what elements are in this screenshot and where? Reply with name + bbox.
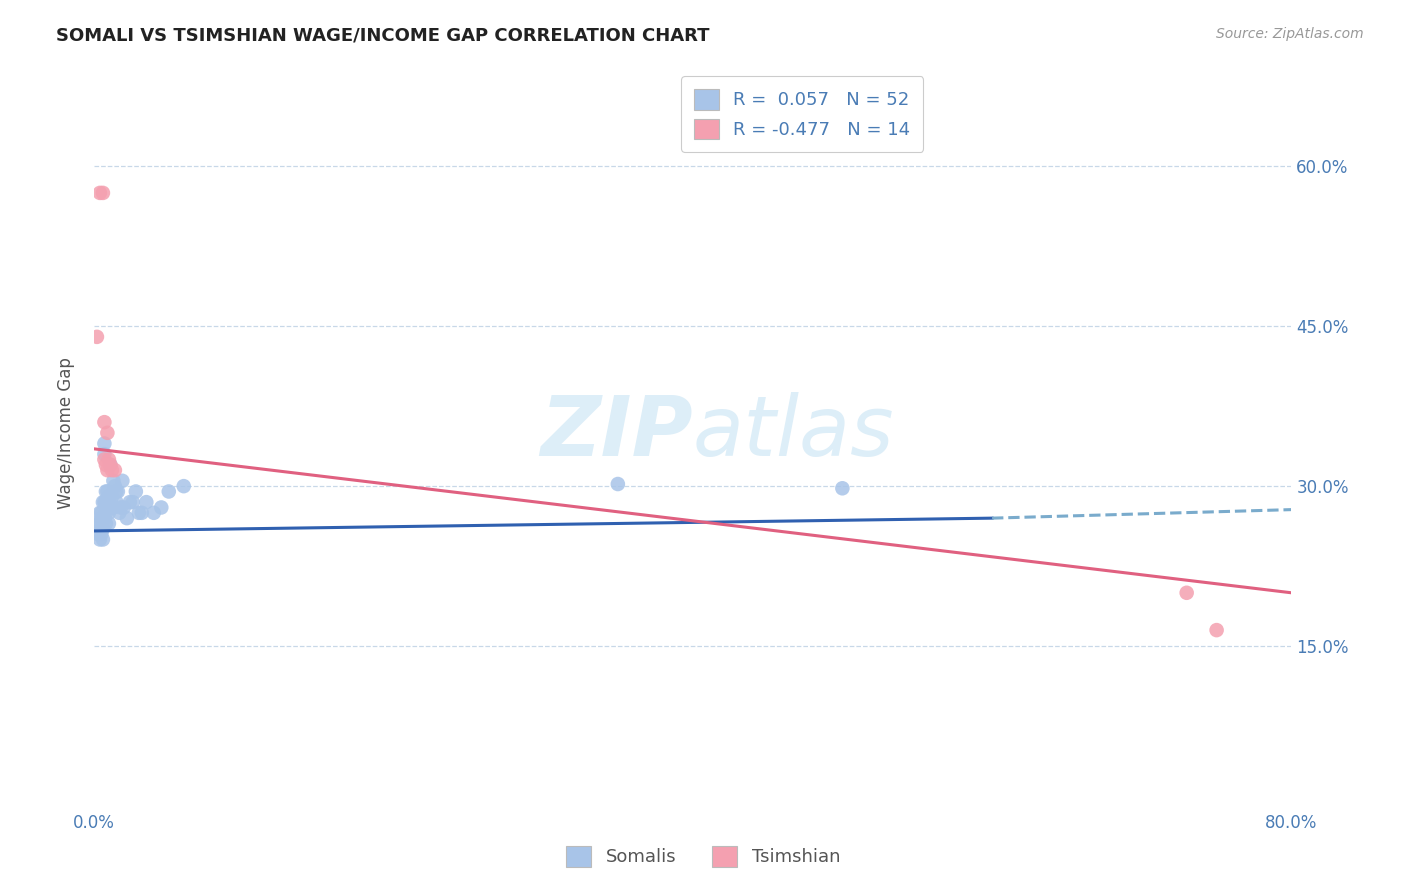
Point [142, 506, 165, 520]
Point [90, 511, 112, 525]
Point [101, 490, 124, 504]
Point [93, 452, 115, 467]
Point [93, 436, 115, 450]
Point [103, 500, 125, 515]
Point [606, 477, 628, 491]
Point [93, 511, 115, 525]
Point [104, 463, 127, 477]
Point [105, 495, 128, 509]
Point [90, 527, 112, 541]
Point [1205, 623, 1227, 637]
Point [97, 452, 120, 467]
Point [128, 506, 150, 520]
Point [94, 484, 117, 499]
Text: Source: ZipAtlas.com: Source: ZipAtlas.com [1216, 27, 1364, 41]
Point [135, 495, 157, 509]
Text: SOMALI VS TSIMSHIAN WAGE/INCOME GAP CORRELATION CHART: SOMALI VS TSIMSHIAN WAGE/INCOME GAP CORR… [56, 27, 710, 45]
Point [121, 495, 143, 509]
Point [89, 533, 111, 547]
Point [115, 511, 138, 525]
Point [87, 516, 110, 531]
Point [89, 516, 111, 531]
Point [91, 533, 114, 547]
Point [91, 511, 114, 525]
Point [97, 490, 120, 504]
Point [97, 516, 120, 531]
Point [104, 479, 127, 493]
Point [100, 458, 122, 472]
Point [93, 447, 115, 461]
Point [173, 479, 195, 493]
Point [100, 500, 122, 515]
Point [100, 458, 122, 472]
Point [91, 522, 114, 536]
Text: ZIP: ZIP [540, 392, 693, 474]
Point [91, 495, 114, 509]
Point [111, 474, 134, 488]
Point [103, 474, 125, 488]
Point [90, 506, 112, 520]
Point [107, 484, 129, 499]
Point [94, 495, 117, 509]
Point [118, 495, 141, 509]
Point [89, 186, 111, 200]
Point [110, 500, 132, 515]
Point [157, 484, 180, 499]
Point [94, 516, 117, 531]
Point [96, 500, 118, 515]
Point [93, 415, 115, 429]
Point [86, 330, 108, 344]
Point [97, 506, 120, 520]
Point [96, 425, 118, 440]
Y-axis label: Wage/Income Gap: Wage/Income Gap [58, 357, 75, 508]
Point [1175, 586, 1198, 600]
Point [125, 484, 148, 499]
Point [87, 527, 110, 541]
Point [108, 506, 131, 520]
Point [112, 500, 135, 515]
Point [131, 506, 153, 520]
Legend: Somalis, Tsimshian: Somalis, Tsimshian [558, 838, 848, 874]
Point [89, 506, 111, 520]
Point [105, 484, 128, 499]
Point [101, 463, 124, 477]
Point [94, 458, 117, 472]
Point [90, 522, 112, 536]
Point [94, 506, 117, 520]
Text: atlas: atlas [693, 392, 894, 474]
Point [96, 484, 118, 499]
Point [91, 186, 114, 200]
Point [150, 500, 173, 515]
Point [831, 481, 853, 495]
Point [96, 463, 118, 477]
Legend: R =  0.057   N = 52, R = -0.477   N = 14: R = 0.057 N = 52, R = -0.477 N = 14 [681, 76, 924, 153]
Point [93, 495, 115, 509]
